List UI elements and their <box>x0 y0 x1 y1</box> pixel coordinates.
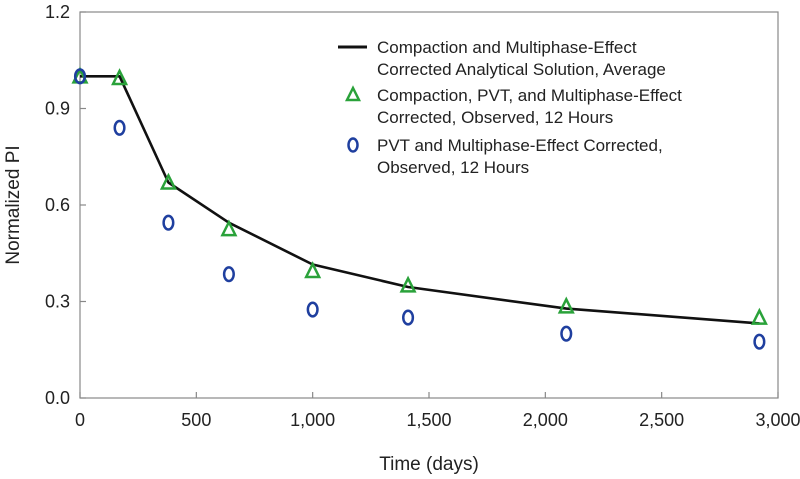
y-tick-label: 0.9 <box>45 99 70 119</box>
triangle-point <box>557 296 575 314</box>
series-line-analytical <box>80 75 760 325</box>
legend-line-text-1: Compaction and Multiphase-Effect <box>377 38 637 57</box>
circle-point <box>306 301 319 318</box>
series <box>71 66 768 350</box>
x-axis-label: Time (days) <box>379 454 479 475</box>
x-tick-label: 2,500 <box>639 410 684 430</box>
circle-point <box>402 309 415 326</box>
legend: Compaction and Multiphase-Effect Correct… <box>338 38 682 177</box>
circle-point <box>222 266 235 283</box>
ticks: 0 500 1,000 1,500 2,000 2,500 3,000 0.0 0.3 0.6 0.… <box>45 2 800 430</box>
legend-triangle-text-1: Compaction, PVT, and Multiphase-Effect <box>377 86 682 105</box>
x-tick-label: 1,000 <box>290 410 335 430</box>
circle-point <box>753 333 766 350</box>
triangle-point <box>220 219 238 237</box>
triangle-point <box>750 307 768 325</box>
triangle-point <box>304 261 322 279</box>
triangle-point <box>111 68 129 86</box>
x-tick-label: 2,000 <box>523 410 568 430</box>
y-tick-label: 0.6 <box>45 195 70 215</box>
circle-point <box>162 214 175 231</box>
x-tick-label: 0 <box>75 410 85 430</box>
triangle-point <box>399 275 417 293</box>
circle-point <box>560 325 573 342</box>
circle-point <box>73 68 87 85</box>
y-tick-label: 0.3 <box>45 292 70 312</box>
triangle-point <box>159 172 177 190</box>
circle-point <box>113 119 126 136</box>
legend-circle-text-1: PVT and Multiphase-Effect Corrected, <box>377 136 663 155</box>
legend-triangle-marker <box>344 85 362 102</box>
y-tick-label: 0.0 <box>45 388 70 408</box>
legend-circle-text-2: Observed, 12 Hours <box>377 158 529 177</box>
legend-circle-marker <box>347 137 359 153</box>
legend-line-text-2: Corrected Analytical Solution, Average <box>377 60 666 79</box>
x-tick-label: 3,000 <box>755 410 800 430</box>
x-tick-label: 1,500 <box>406 410 451 430</box>
y-axis-label: Normalized PI <box>3 145 24 264</box>
y-tick-label: 1.2 <box>45 2 70 22</box>
legend-triangle-text-2: Corrected, Observed, 12 Hours <box>377 108 613 127</box>
x-tick-label: 500 <box>181 410 211 430</box>
